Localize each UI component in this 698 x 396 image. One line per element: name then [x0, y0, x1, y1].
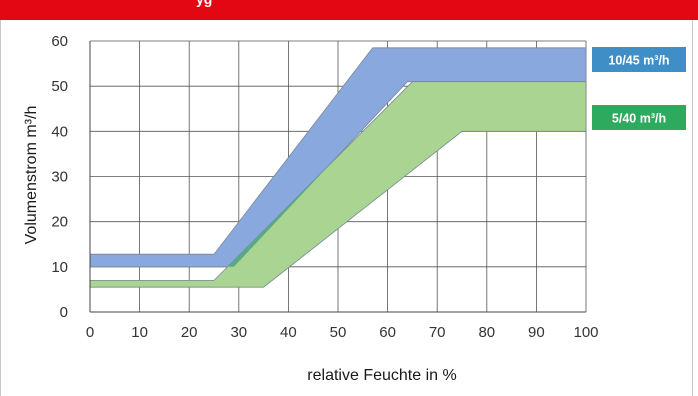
x-tick-label: 0: [86, 324, 94, 341]
bands: [89, 47, 587, 288]
y-tick-label: 40: [51, 123, 68, 140]
y-tick-label: 60: [51, 33, 68, 50]
y-tick-label: 10: [51, 259, 68, 276]
x-tick-label: 20: [181, 324, 198, 341]
axes: [89, 41, 586, 313]
y-tick-label: 0: [60, 304, 68, 321]
x-tick-label: 60: [379, 324, 396, 341]
y-tick-label: 20: [51, 214, 68, 231]
x-axis-label: relative Feuchte in %: [307, 367, 456, 384]
x-tick-label: 80: [478, 324, 495, 341]
y-tick-label: 30: [51, 169, 68, 186]
x-tick-label: 50: [330, 324, 347, 341]
legend-swatch: [592, 47, 686, 72]
header-bar: yg: [0, 0, 698, 20]
legend-label: 10/45 m³/h: [608, 54, 669, 68]
band-overlap: [228, 163, 331, 267]
x-tick-label: 10: [131, 324, 148, 341]
legend-swatch: [592, 105, 686, 130]
legend: 10/45 m³/h 5/40 m³/h: [592, 47, 686, 130]
legend-label: 5/40 m³/h: [612, 112, 666, 126]
y-axis-label: Volumenstrom m³/h: [23, 106, 40, 245]
y-tick-label: 50: [51, 78, 68, 95]
x-tick-label: 100: [573, 324, 598, 341]
legend-item: 10/45 m³/h: [592, 47, 686, 72]
x-tick-label: 40: [280, 324, 297, 341]
ticks: 0 10 20 30 40 50 60 70 80 90 100 0 10 20 30 40 50 60: [51, 33, 598, 341]
x-tick-label: 70: [429, 324, 446, 341]
frame-left-border: [0, 20, 1, 396]
header-title-fragment: yg: [196, 0, 212, 7]
x-tick-label: 90: [528, 324, 545, 341]
x-tick-label: 30: [230, 324, 247, 341]
legend-item: 5/40 m³/h: [592, 105, 686, 130]
band-5-40: [89, 81, 587, 288]
frame-right-border: [692, 20, 693, 396]
